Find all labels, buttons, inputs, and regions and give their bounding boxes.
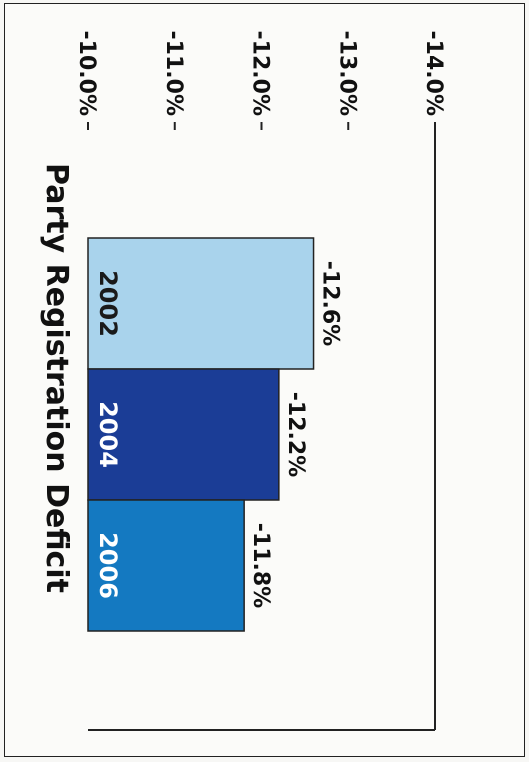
chart-title: Party Registration Deficit [39, 163, 74, 593]
bars: 2002 -12.6% 2004 -12.2% 2006 -11.8% [87, 237, 343, 632]
category-label: 2006 [94, 532, 122, 599]
category-label: 2002 [94, 270, 122, 337]
x-tick-label: -11.0% [161, 31, 186, 116]
x-tick-label: -14.0% [421, 31, 446, 116]
x-tick-label: -12.0% [248, 31, 273, 116]
x-tick-label: -10.0% [74, 31, 99, 116]
bar [87, 499, 245, 632]
data-label: -11.8% [248, 523, 273, 608]
x-tick-label: -13.0% [334, 31, 359, 116]
data-label: -12.6% [318, 261, 343, 346]
chart-rotation-group: -14.0% -13.0% -12.0% -11.0% -10.0% 2002 -12.6… [39, 31, 446, 731]
x-axis-ticks: -14.0% -13.0% -12.0% -11.0% -10.0% [74, 31, 446, 130]
category-label: 2004 [94, 401, 122, 468]
data-label: -12.2% [283, 392, 308, 477]
